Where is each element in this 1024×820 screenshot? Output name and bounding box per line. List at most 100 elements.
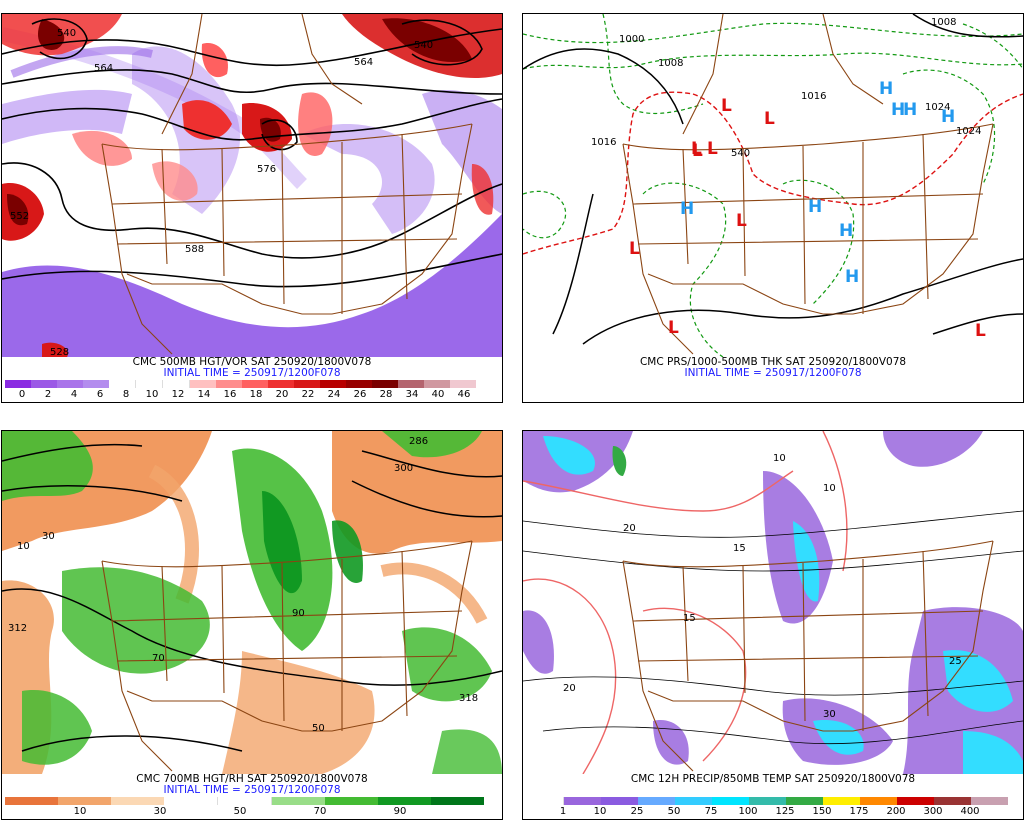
colorbar-tick-label: 125 [775,806,795,817]
rh-colorbar [5,797,484,805]
precip-shading [523,431,1023,774]
contour-label-540-a: 540 [57,28,76,39]
colorbar-swatch [83,380,109,388]
colorbar-tick-label: 30 [153,806,167,817]
colorbar-ticks: 0 2 4 6 8 10 12 14 16 18 20 22 24 26 28 34 40 46 [2,389,502,401]
height-contours [2,443,502,752]
colorbar-swatch [218,797,272,805]
thickness-label-540: 540 [731,148,750,159]
temp-label-10-b: 10 [773,453,786,464]
colorbar-ticks: 10 30 50 70 90 [2,806,502,818]
low-pressure-icon: L [629,239,640,259]
colorbar-tick-label: 150 [812,806,832,817]
colorbar-tick-label: 10 [145,389,159,400]
moist-shading [2,431,502,774]
colorbar-tick-label: 26 [353,389,367,400]
low-pressure-icon: L [692,141,703,161]
temp-label-20: 20 [623,523,636,534]
colorbar-swatch [164,797,218,805]
thickness-red [523,91,1023,255]
low-pressure-icon: L [668,318,679,338]
colorbar-swatch [934,797,971,805]
pressure-map: 1000 1008 1016 1016 1024 1024 1008 540 L… [523,14,1023,357]
temp-label-10: 10 [823,483,836,494]
contour-label-540-b: 540 [414,40,433,51]
high-pressure-icon: H [845,267,859,287]
low-pressure-icon: L [764,109,775,129]
high-pressure-icon: H [879,79,893,99]
low-pressure-icon: L [975,321,986,341]
low-pressure-icon: L [707,139,718,159]
colorbar-swatch [526,797,564,805]
isobar-label-1000: 1000 [619,34,644,45]
colorbar-tick-label: 22 [301,389,315,400]
temp-label-25: 25 [949,656,962,667]
colorbar-swatch [320,380,346,388]
panel-caption: CMC PRS/1000-500MB THK SAT 250920/1800V0… [639,356,907,368]
colorbar-tick-label: 70 [313,806,327,817]
panel-caption: CMC 700MB HGT/RH SAT 250920/1800V078 [136,773,368,785]
colorbar-swatch [272,797,325,805]
high-pressure-icon: H [808,197,822,217]
colorbar-tick-label: 50 [667,806,681,817]
colorbar-tick-label: 175 [849,806,869,817]
high-pressure-icon: H [941,107,955,127]
rh-label-70: 70 [152,653,165,664]
colorbar-swatch [424,380,450,388]
colorbar-tick-label: 25 [630,806,644,817]
contour-label-564-a: 564 [94,63,113,74]
colorbar-swatch [675,797,712,805]
isobars [523,14,1023,345]
contour-label-564-b: 564 [354,57,373,68]
colorbar-tick-label: 300 [923,806,943,817]
colorbar-swatch [749,797,786,805]
colorbar-tick-label: 8 [122,389,130,400]
colorbar-swatch [111,797,164,805]
colorbar-swatch [372,380,398,388]
colorbar-tick-label: 18 [249,389,263,400]
colorbar-swatch [109,380,136,388]
colorbar-swatch [136,380,163,388]
isobar-label-1016-b: 1016 [591,137,616,148]
colorbar-tick-label: 28 [379,389,393,400]
panel-precip-850-temp: 20 15 10 25 20 15 10 30 CMC 12H PRECIP/8… [522,430,1024,820]
colorbar-tick-label: 2 [44,389,52,400]
panel-700mb-rh: 286 300 312 318 90 50 10 30 70 CMC 700MB… [1,430,503,820]
low-pressure-icon: L [736,211,747,231]
isobar-label-1024-a: 1024 [925,102,950,113]
contour-label-552: 552 [10,211,29,222]
precip-map: 20 15 10 25 20 15 10 30 [523,431,1023,774]
colorbar-swatch [31,380,57,388]
isobar-label-1024-b: 1024 [956,126,981,137]
initial-time: INITIAL TIME = 250917/1200F078 [163,367,341,379]
initial-time: INITIAL TIME = 250917/1200F078 [163,784,341,796]
colorbar-swatch [216,380,242,388]
colorbar-tick-label: 14 [197,389,211,400]
thickness-green [523,14,1023,357]
colorbar-tick-label: 100 [738,806,758,817]
colorbar-tick-label: 4 [70,389,78,400]
colorbar-swatch [190,380,216,388]
panel-caption: CMC 500MB HGT/VOR SAT 250920/1800V078 [132,356,372,368]
temp-contours [523,510,1023,745]
precip-colorbar [526,797,1008,805]
contour-label-576: 576 [257,164,276,175]
panel-caption: CMC 12H PRECIP/850MB TEMP SAT 250920/180… [630,773,916,785]
colorbar-tick-label: 24 [327,389,341,400]
panel-500mb-vorticity: 540 564 576 588 564 540 552 528 CMC 500M… [1,13,503,403]
high-pressure-icon: H [839,221,853,241]
temp-label-20-b: 20 [563,683,576,694]
colorbar-tick-label: 40 [431,389,445,400]
colorbar-swatch [431,797,484,805]
colorbar-tick-label: 34 [405,389,419,400]
colorbar-tick-label: 16 [223,389,237,400]
high-pressure-icon: H [680,199,694,219]
colorbar-ticks: 1 10 25 50 75 100 125 150 175 200 300 400 [523,806,1023,818]
colorbar-swatch [860,797,897,805]
dry-shading [2,431,502,774]
vorticity-colorbar [5,380,476,388]
colorbar-swatch [897,797,934,805]
state-borders [101,14,473,355]
low-pressure-icon: L [691,139,702,159]
colorbar-swatch [294,380,320,388]
